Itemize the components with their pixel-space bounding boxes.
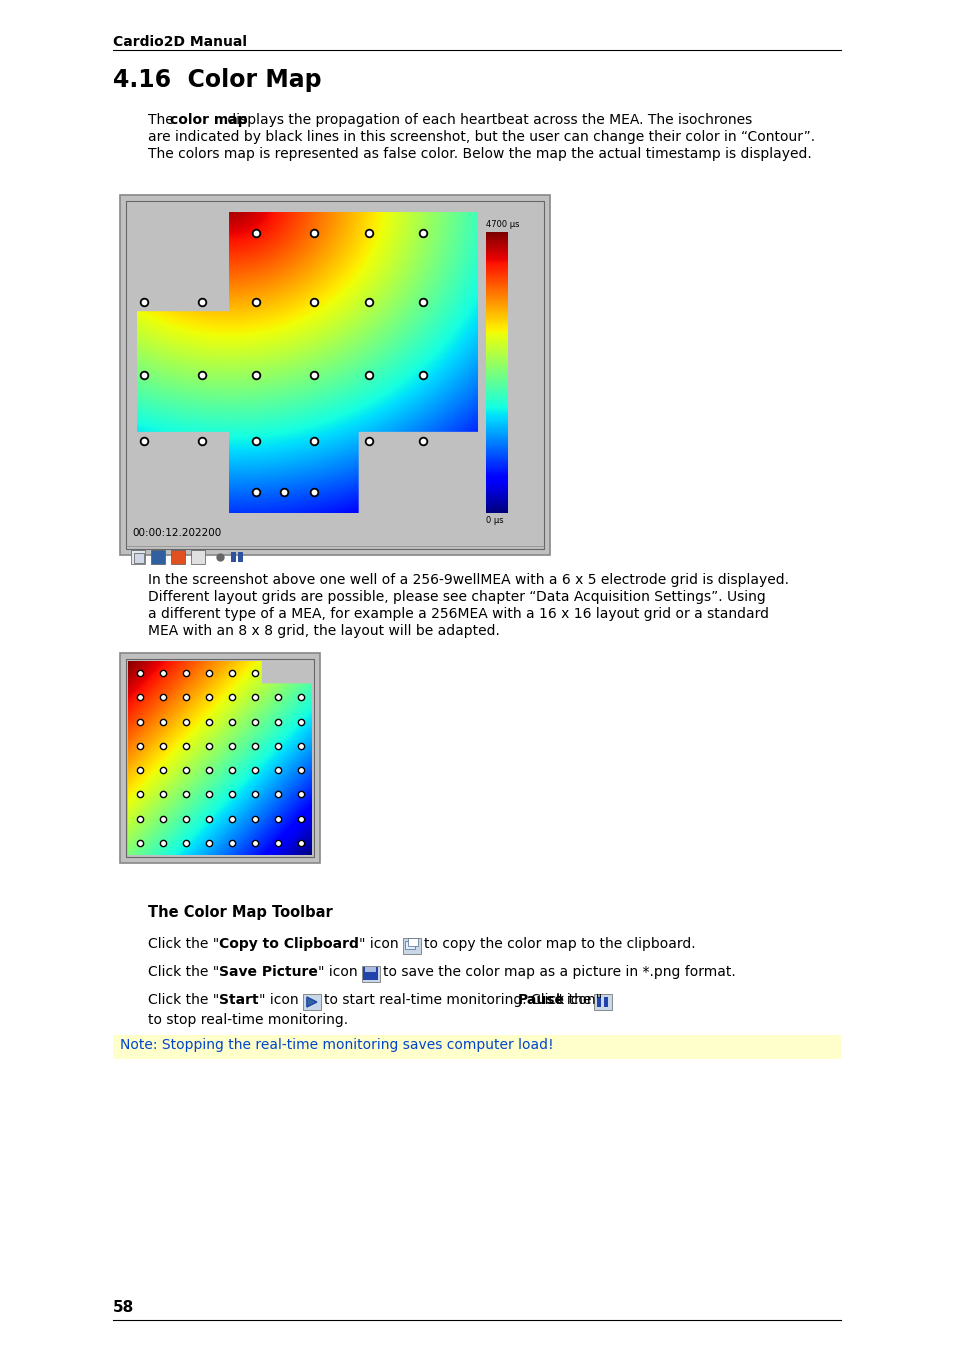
Text: " icon: " icon — [317, 965, 362, 979]
Bar — [131, 549, 145, 564]
Text: Note: Stopping the real-time monitoring saves computer load!: Note: Stopping the real-time monitoring … — [120, 1038, 553, 1052]
Bar — [362, 967, 379, 981]
Text: displays the propagation of each heartbeat across the MEA. The isochrones: displays the propagation of each heartbe… — [223, 113, 752, 127]
Text: Click the ": Click the " — [148, 994, 219, 1007]
Text: The Color Map Toolbar: The Color Map Toolbar — [148, 904, 333, 919]
Bar — [302, 994, 320, 1010]
Polygon shape — [307, 998, 316, 1007]
Bar — [363, 967, 377, 980]
Bar — [112, 1035, 841, 1058]
Bar — [133, 554, 144, 563]
Text: MEA with an 8 x 8 grid, the layout will be adapted.: MEA with an 8 x 8 grid, the layout will … — [148, 624, 499, 639]
Text: to stop real-time monitoring.: to stop real-time monitoring. — [148, 1012, 348, 1027]
Bar — [120, 194, 550, 555]
Bar — [597, 998, 600, 1007]
Text: Different layout grids are possible, please see chapter “Data Acquisition Settin: Different layout grids are possible, ple… — [148, 590, 765, 603]
Text: Cardio2D Manual: Cardio2D Manual — [112, 35, 247, 49]
Text: to copy the color map to the clipboard.: to copy the color map to the clipboard. — [424, 937, 695, 950]
Text: are indicated by black lines in this screenshot, but the user can change their c: are indicated by black lines in this scr… — [148, 130, 814, 144]
Bar — [231, 552, 235, 562]
Bar — [408, 938, 417, 946]
Bar — [191, 549, 205, 564]
Text: a different type of a MEA, for example a 256MEA with a 16 x 16 layout grid or a : a different type of a MEA, for example a… — [148, 608, 768, 621]
Text: color map: color map — [170, 113, 248, 127]
Bar — [603, 998, 607, 1007]
Bar — [403, 938, 420, 954]
Bar — [126, 201, 543, 549]
Text: The: The — [148, 113, 178, 127]
Text: to save the color map as a picture in *.png format.: to save the color map as a picture in *.… — [383, 965, 735, 979]
Bar — [151, 549, 165, 564]
Text: " icon: " icon — [358, 937, 403, 950]
Text: Copy to Clipboard: Copy to Clipboard — [219, 937, 358, 950]
Text: Click the ": Click the " — [148, 965, 219, 979]
Bar — [120, 653, 319, 863]
Text: Save Picture: Save Picture — [219, 965, 317, 979]
Text: In the screenshot above one well of a 256-9wellMEA with a 6 x 5 electrode grid i: In the screenshot above one well of a 25… — [148, 572, 788, 587]
Bar — [365, 967, 375, 972]
Text: 4700 μs: 4700 μs — [485, 220, 519, 230]
Bar — [126, 659, 314, 857]
Bar — [237, 552, 243, 562]
Text: to start real-time monitoring. Click the ": to start real-time monitoring. Click the… — [323, 994, 601, 1007]
Text: 0 μs: 0 μs — [485, 516, 503, 525]
Bar — [405, 941, 415, 949]
Text: " icon: " icon — [556, 994, 599, 1007]
Text: The colors map is represented as false color. Below the map the actual timestamp: The colors map is represented as false c… — [148, 147, 811, 161]
Text: 00:00:12.202200: 00:00:12.202200 — [132, 528, 221, 539]
Text: 58: 58 — [112, 1300, 134, 1315]
Text: " icon: " icon — [258, 994, 302, 1007]
Text: Pause: Pause — [517, 994, 564, 1007]
Text: Click the ": Click the " — [148, 937, 219, 950]
Bar — [594, 994, 612, 1010]
Bar — [171, 549, 185, 564]
Text: Start: Start — [219, 994, 258, 1007]
Text: 4.16  Color Map: 4.16 Color Map — [112, 68, 321, 92]
